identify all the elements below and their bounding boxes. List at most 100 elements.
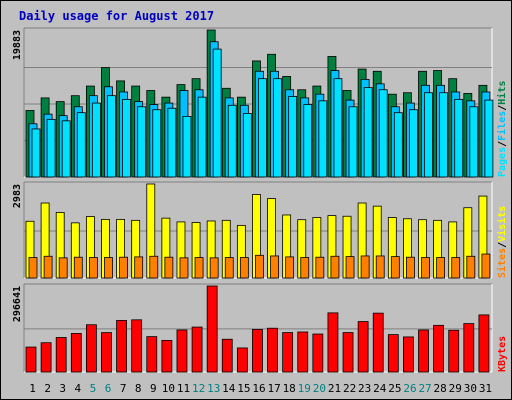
legend-files: Files bbox=[496, 111, 508, 141]
bar-sites-day-8 bbox=[134, 256, 144, 279]
bar-kbytes-day-9 bbox=[146, 336, 158, 373]
day-label-17: 17 bbox=[267, 382, 280, 395]
bar-sites-day-20 bbox=[315, 256, 325, 279]
day-label-12: 12 bbox=[192, 382, 205, 395]
bar-kbytes-day-29 bbox=[448, 329, 460, 373]
day-label-31: 31 bbox=[479, 382, 492, 395]
legend-pages: Pages bbox=[497, 147, 508, 177]
bar-kbytes-day-24 bbox=[372, 312, 384, 373]
bar-sites-day-28 bbox=[436, 257, 446, 279]
day-label-4: 4 bbox=[75, 382, 82, 395]
bar-kbytes-day-25 bbox=[387, 334, 399, 373]
series-legend: Sites/Visits bbox=[496, 206, 508, 278]
bar-sites-day-1 bbox=[28, 257, 38, 279]
bar-sites-day-7 bbox=[119, 256, 128, 279]
bar-pages-day-17 bbox=[273, 78, 282, 178]
bar-sites-day-23 bbox=[360, 255, 370, 279]
day-label-10: 10 bbox=[162, 382, 175, 395]
day-label-29: 29 bbox=[449, 382, 462, 395]
bar-pages-day-31 bbox=[484, 99, 494, 178]
bar-sites-day-2 bbox=[43, 255, 53, 279]
bar-pages-day-20 bbox=[318, 100, 328, 178]
bar-sites-day-10 bbox=[164, 256, 174, 279]
day-label-8: 8 bbox=[135, 382, 142, 395]
day-label-16: 16 bbox=[252, 382, 265, 395]
bar-sites-day-5 bbox=[88, 257, 98, 279]
bar-kbytes-day-22 bbox=[342, 332, 354, 373]
bar-sites-day-12 bbox=[194, 257, 204, 279]
bar-kbytes-day-5 bbox=[85, 324, 97, 373]
bar-kbytes-day-8 bbox=[131, 319, 143, 373]
bar-sites-day-11 bbox=[179, 257, 189, 279]
bar-sites-day-16 bbox=[255, 254, 264, 279]
bar-pages-day-28 bbox=[439, 92, 449, 178]
legend-sites: Sites bbox=[496, 248, 508, 278]
bar-pages-day-13 bbox=[212, 48, 222, 178]
bar-pages-day-30 bbox=[469, 106, 479, 178]
bar-pages-day-8 bbox=[137, 106, 147, 178]
bar-sites-day-4 bbox=[73, 256, 83, 279]
bar-sites-day-29 bbox=[451, 257, 461, 279]
bar-pages-day-14 bbox=[227, 104, 237, 178]
bar-kbytes-day-28 bbox=[433, 324, 445, 373]
bar-sites-day-24 bbox=[375, 255, 385, 279]
bar-kbytes-day-26 bbox=[403, 336, 414, 373]
day-label-25: 25 bbox=[388, 382, 401, 395]
bar-pages-day-9 bbox=[152, 109, 162, 178]
panel-kbytes: 296641 KBytes bbox=[12, 283, 508, 373]
day-label-1: 1 bbox=[29, 382, 36, 395]
y-max-label: 2983 bbox=[12, 184, 23, 208]
y-max-label: 19883 bbox=[12, 30, 23, 60]
bar-kbytes-day-10 bbox=[161, 339, 173, 373]
bar-kbytes-day-7 bbox=[116, 319, 127, 373]
bar-kbytes-day-31 bbox=[478, 314, 490, 373]
bar-pages-day-7 bbox=[122, 98, 131, 178]
panel-hits-files-pages: 19883 Pages/Files/Hits bbox=[12, 27, 508, 178]
bar-kbytes-day-30 bbox=[463, 323, 475, 373]
day-label-27: 27 bbox=[418, 382, 431, 395]
legend-visits: Visits bbox=[496, 206, 508, 242]
panel-visits-sites: 2983 Sites/Visits bbox=[12, 181, 508, 279]
day-label-19: 19 bbox=[298, 382, 311, 395]
bar-pages-day-3 bbox=[61, 120, 71, 178]
bar-pages-day-15 bbox=[242, 113, 252, 178]
bar-sites-day-3 bbox=[58, 257, 68, 279]
bar-kbytes-day-6 bbox=[101, 332, 112, 373]
day-label-20: 20 bbox=[313, 382, 326, 395]
bar-sites-day-25 bbox=[390, 256, 400, 279]
bar-pages-day-11 bbox=[182, 115, 192, 178]
bar-pages-day-2 bbox=[46, 118, 56, 178]
series-legend: KBytes bbox=[497, 336, 508, 372]
day-label-24: 24 bbox=[373, 382, 387, 395]
bar-pages-day-16 bbox=[258, 78, 267, 178]
bar-kbytes-day-15 bbox=[236, 347, 248, 373]
day-label-15: 15 bbox=[237, 382, 250, 395]
day-axis-labels: 1 2 3 4 5 6 7 8 9 10 11 12 13 14 15 16 17 18 19 20 21 22 23 24 2… bbox=[29, 382, 492, 395]
bar-kbytes-day-20 bbox=[312, 333, 324, 373]
bar-sites-day-14 bbox=[224, 257, 234, 279]
day-label-26: 26 bbox=[403, 382, 416, 395]
bar-pages-day-12 bbox=[197, 96, 207, 178]
bar-kbytes-day-18 bbox=[282, 332, 294, 373]
bar-sites-day-22 bbox=[345, 256, 355, 279]
bar-pages-day-27 bbox=[424, 92, 433, 178]
bar-kbytes-day-17 bbox=[267, 327, 278, 373]
legend-separator: / bbox=[497, 105, 508, 111]
day-label-9: 9 bbox=[150, 382, 157, 395]
bar-kbytes-day-4 bbox=[70, 333, 82, 373]
series-legend: Pages/Files/Hits bbox=[496, 81, 508, 177]
bar-pages-day-23 bbox=[363, 87, 373, 178]
bar-kbytes-day-21 bbox=[327, 312, 339, 373]
bar-sites-day-19 bbox=[300, 257, 310, 279]
bar-kbytes-day-23 bbox=[357, 321, 369, 373]
bar-pages-day-19 bbox=[303, 104, 313, 178]
bar-pages-day-18 bbox=[288, 96, 298, 178]
day-label-30: 30 bbox=[464, 382, 477, 395]
bar-sites-day-9 bbox=[149, 255, 159, 279]
bar-sites-day-30 bbox=[466, 255, 476, 279]
bar-sites-day-31 bbox=[481, 253, 491, 279]
legend-separator: / bbox=[497, 141, 508, 147]
bar-pages-day-22 bbox=[348, 106, 358, 178]
bar-sites-day-17 bbox=[270, 255, 279, 279]
